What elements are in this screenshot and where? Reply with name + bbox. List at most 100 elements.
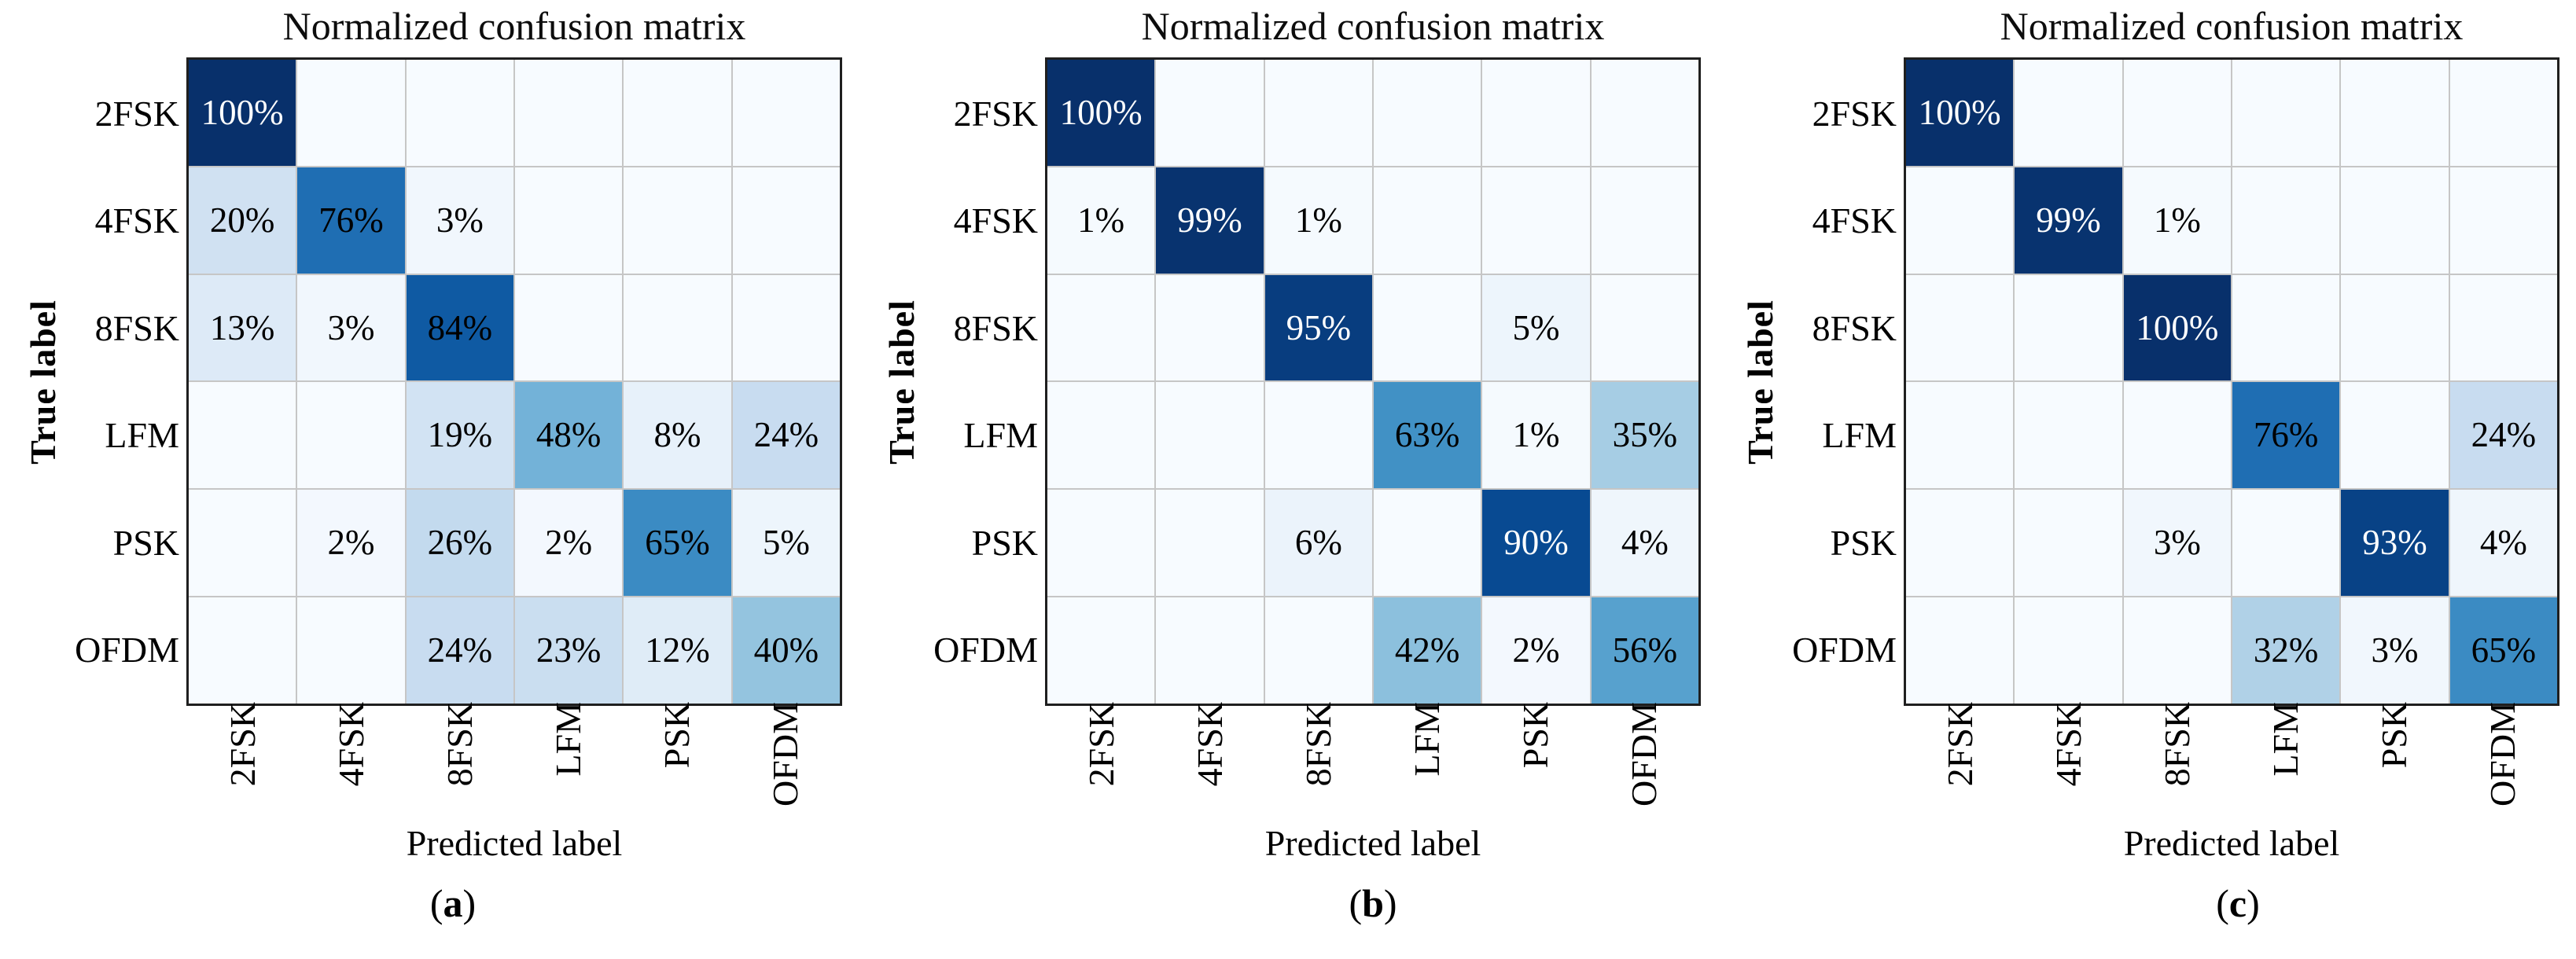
matrix-cell: 99% xyxy=(2015,167,2122,274)
matrix-cell xyxy=(2015,274,2122,381)
matrix-cell xyxy=(2341,167,2449,274)
matrix-cell xyxy=(2123,382,2231,489)
matrix-cell xyxy=(2015,382,2122,489)
matrix-cell xyxy=(514,274,623,381)
y-tick-label: PSK xyxy=(112,522,179,563)
matrix-cell xyxy=(1482,60,1590,166)
confusion-matrix-grid: 100% 1% 99% 1% 95% 5% 63% 1% 35% 6% 90% 4% 42% 2% 56% xyxy=(1045,57,1701,706)
matrix-cell: 3% xyxy=(406,167,513,274)
matrix-cell: 65% xyxy=(2449,597,2557,704)
matrix-cell xyxy=(1264,597,1372,704)
matrix-cell: 13% xyxy=(189,274,296,381)
matrix-cell: 100% xyxy=(2123,274,2231,381)
matrix-cell: 42% xyxy=(1373,597,1481,704)
matrix-cell: 100% xyxy=(189,60,296,166)
matrix-cell: 4% xyxy=(2449,490,2557,597)
matrix-cell xyxy=(1156,382,1264,489)
matrix-cell xyxy=(1264,382,1372,489)
matrix-cell: 24% xyxy=(732,382,840,489)
matrix-cell xyxy=(1156,60,1264,166)
matrix-cell xyxy=(2449,60,2557,166)
matrix-cell xyxy=(189,597,296,704)
matrix-cell: 2% xyxy=(514,490,623,597)
matrix-cell xyxy=(189,490,296,597)
matrix-cell: 100% xyxy=(1047,60,1155,166)
matrix-cell: 19% xyxy=(406,382,513,489)
matrix-cell xyxy=(1591,60,1698,166)
matrix-cell xyxy=(406,60,513,166)
matrix-cell: 5% xyxy=(732,490,840,597)
matrix-cell: 40% xyxy=(732,597,840,704)
plot-title: Normalized confusion matrix xyxy=(2000,4,2464,48)
y-tick-label: OFDM xyxy=(933,630,1038,671)
matrix-cell: 4% xyxy=(1591,490,1698,597)
matrix-cell xyxy=(2232,167,2340,274)
x-tick-label: OFDM xyxy=(765,702,805,807)
confusion-matrix-grid: 100% 99% 1% 100% 76% 24% 3% 93% 4% 32% 3% 65% xyxy=(1904,57,2559,706)
matrix-cell xyxy=(732,274,840,381)
matrix-cell: 63% xyxy=(1373,382,1481,489)
plot-title: Normalized confusion matrix xyxy=(1141,4,1605,48)
matrix-cell: 3% xyxy=(2341,597,2449,704)
matrix-cell xyxy=(624,167,731,274)
x-axis-label: Predicted label xyxy=(1264,823,1481,863)
matrix-cell xyxy=(1591,167,1698,274)
matrix-cell xyxy=(1047,382,1155,489)
matrix-cell: 65% xyxy=(624,490,731,597)
y-tick-label: OFDM xyxy=(1792,630,1897,671)
matrix-cell xyxy=(297,382,405,489)
matrix-cell: 20% xyxy=(189,167,296,274)
y-tick-label: LFM xyxy=(963,415,1038,456)
matrix-cell xyxy=(1156,274,1264,381)
matrix-cell xyxy=(2123,60,2231,166)
matrix-cell xyxy=(2232,274,2340,381)
matrix-cell: 1% xyxy=(1047,167,1155,274)
matrix-cell xyxy=(1906,274,2014,381)
y-tick-label: LFM xyxy=(105,415,179,456)
matrix-cell: 8% xyxy=(624,382,731,489)
matrix-cell: 90% xyxy=(1482,490,1590,597)
matrix-cell: 32% xyxy=(2232,597,2340,704)
x-tick-label: OFDM xyxy=(1624,702,1664,807)
matrix-cell: 100% xyxy=(1906,60,2014,166)
matrix-cell: 2% xyxy=(297,490,405,597)
matrix-cell xyxy=(1373,274,1481,381)
panel-caption: (b) xyxy=(1349,881,1397,925)
matrix-cell: 35% xyxy=(1591,382,1698,489)
y-tick-label: 8FSK xyxy=(94,307,179,348)
matrix-cell: 95% xyxy=(1264,274,1372,381)
matrix-cell xyxy=(1047,274,1155,381)
matrix-cell xyxy=(1591,274,1698,381)
matrix-cell xyxy=(2015,597,2122,704)
matrix-cell xyxy=(1156,597,1264,704)
panel-c: Normalized confusion matrix True label 1… xyxy=(1717,0,2576,959)
matrix-cell xyxy=(1047,597,1155,704)
matrix-cell: 56% xyxy=(1591,597,1698,704)
matrix-cell: 1% xyxy=(2123,167,2231,274)
matrix-cell: 99% xyxy=(1156,167,1264,274)
matrix-cell: 3% xyxy=(2123,490,2231,597)
matrix-cell: 76% xyxy=(297,167,405,274)
matrix-cell xyxy=(624,60,731,166)
y-tick-label: PSK xyxy=(971,522,1038,563)
y-tick-label: 2FSK xyxy=(94,93,179,134)
panel-caption: (a) xyxy=(429,881,477,925)
matrix-cell: 24% xyxy=(406,597,513,704)
matrix-cell xyxy=(2015,490,2122,597)
matrix-cell xyxy=(2341,60,2449,166)
matrix-cell: 2% xyxy=(1482,597,1590,704)
matrix-cell xyxy=(2341,274,2449,381)
y-tick-label: 8FSK xyxy=(1812,307,1897,348)
matrix-cell xyxy=(1264,60,1372,166)
panel-a: Normalized confusion matrix True label 1… xyxy=(0,0,859,959)
matrix-cell xyxy=(1906,382,2014,489)
matrix-cell: 1% xyxy=(1264,167,1372,274)
matrix-cell xyxy=(189,382,296,489)
matrix-cell: 48% xyxy=(514,382,623,489)
matrix-cell xyxy=(297,60,405,166)
matrix-cell: 12% xyxy=(624,597,731,704)
matrix-cell: 23% xyxy=(514,597,623,704)
matrix-cell xyxy=(624,274,731,381)
panel-b: Normalized confusion matrix True label 1… xyxy=(859,0,1717,959)
matrix-cell xyxy=(1906,597,2014,704)
